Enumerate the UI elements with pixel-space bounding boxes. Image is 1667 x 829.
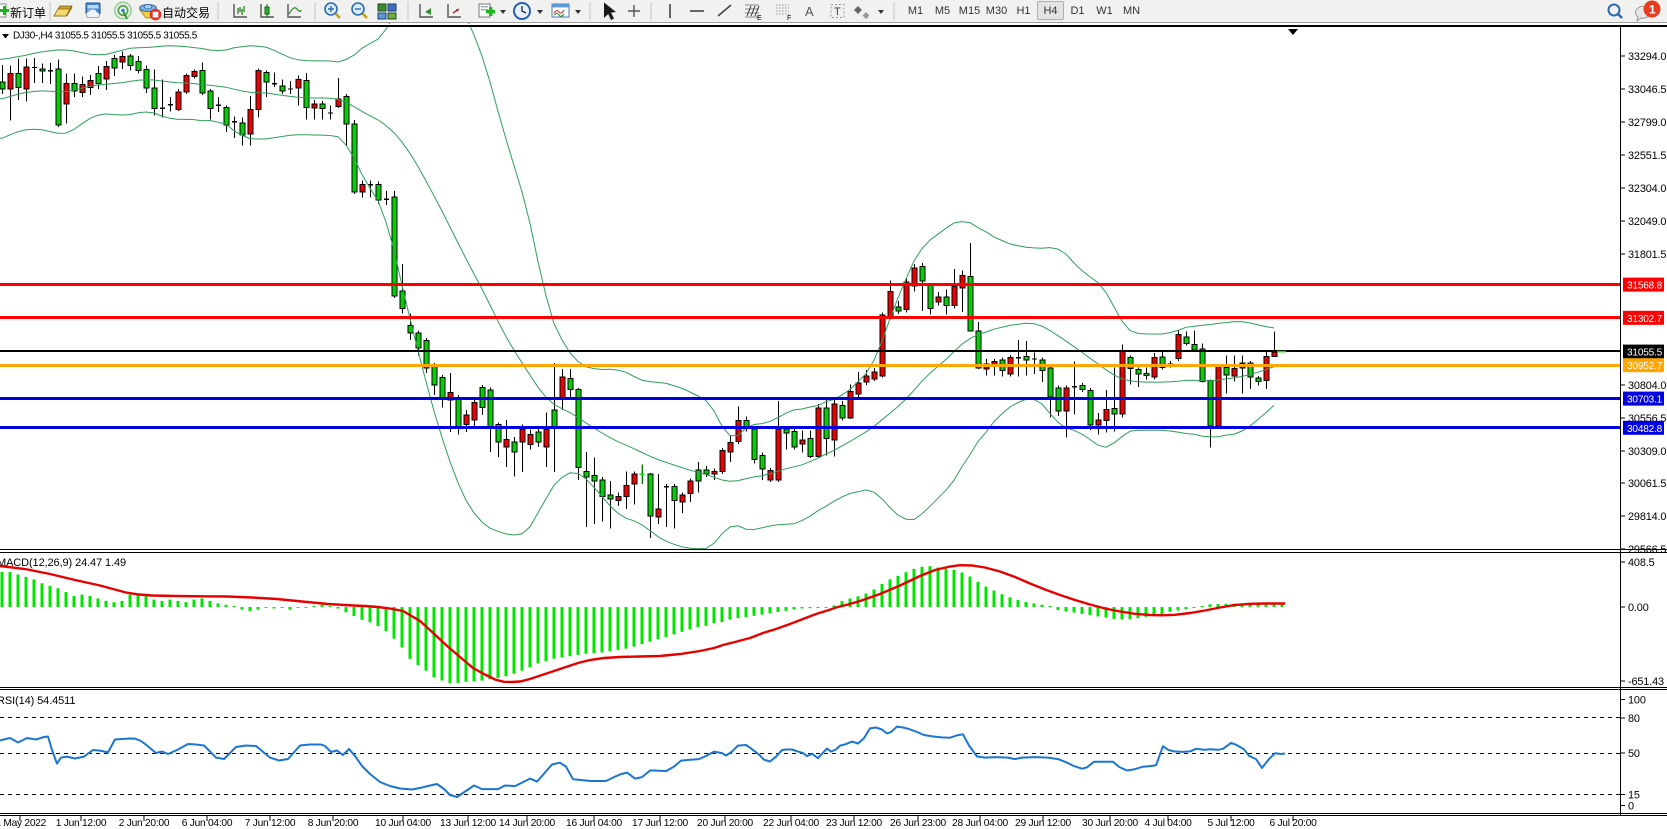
svg-text:F: F	[787, 15, 791, 22]
svg-text:10 Jun 04:00: 10 Jun 04:00	[375, 818, 431, 829]
svg-text:26 Jun 23:00: 26 Jun 23:00	[890, 818, 946, 829]
svg-text:4 Jul 04:00: 4 Jul 04:00	[1144, 818, 1192, 829]
svg-text:30952.7: 30952.7	[1627, 361, 1663, 372]
svg-text:13 Jun 12:00: 13 Jun 12:00	[440, 818, 496, 829]
svg-text:17 Jun 12:00: 17 Jun 12:00	[632, 818, 688, 829]
svg-text:29566.5: 29566.5	[1628, 544, 1666, 556]
svg-text:32551.5: 32551.5	[1628, 150, 1666, 162]
svg-text:29 Jun 12:00: 29 Jun 12:00	[1015, 818, 1071, 829]
svg-text:1 Jun 12:00: 1 Jun 12:00	[56, 818, 107, 829]
svg-text:15: 15	[1628, 790, 1640, 802]
svg-text:DJ30-,H4 31055.5 31055.5 3105: DJ30-,H4 31055.5 31055.5 31055.5 31055.5	[13, 31, 198, 42]
svg-text:31 May 2022: 31 May 2022	[0, 818, 47, 829]
svg-text:A: A	[805, 4, 814, 19]
svg-text:31302.7: 31302.7	[1627, 314, 1663, 325]
svg-text:30309.0: 30309.0	[1628, 446, 1666, 458]
svg-text:6 Jul 20:00: 6 Jul 20:00	[1269, 818, 1317, 829]
svg-text:2 Jun 20:00: 2 Jun 20:00	[119, 818, 170, 829]
svg-text:-651.43: -651.43	[1628, 676, 1664, 688]
svg-text:5 Jul 12:00: 5 Jul 12:00	[1207, 818, 1255, 829]
svg-text:31568.8: 31568.8	[1627, 281, 1663, 292]
svg-text:E: E	[757, 15, 762, 22]
svg-text:30804.0: 30804.0	[1628, 380, 1666, 392]
svg-text:408.5: 408.5	[1628, 557, 1655, 569]
svg-text:22 Jun 04:00: 22 Jun 04:00	[763, 818, 819, 829]
svg-text:30061.5: 30061.5	[1628, 478, 1666, 490]
svg-text:7 Jun 12:00: 7 Jun 12:00	[245, 818, 296, 829]
svg-text:30703.1: 30703.1	[1627, 395, 1663, 406]
svg-text:31055.5: 31055.5	[1627, 348, 1663, 359]
svg-text:1: 1	[1649, 3, 1656, 17]
svg-text:T: T	[834, 6, 841, 18]
svg-text:31801.5: 31801.5	[1628, 249, 1666, 261]
svg-text:30482.8: 30482.8	[1627, 424, 1663, 435]
svg-text:6 Jun 04:00: 6 Jun 04:00	[182, 818, 233, 829]
svg-text:29814.0: 29814.0	[1628, 511, 1666, 523]
svg-text:32799.0: 32799.0	[1628, 117, 1666, 129]
svg-text:50: 50	[1628, 748, 1640, 760]
svg-text:100: 100	[1628, 695, 1646, 707]
svg-text:32049.0: 32049.0	[1628, 216, 1666, 228]
svg-text:32304.0: 32304.0	[1628, 183, 1666, 195]
svg-text:23 Jun 12:00: 23 Jun 12:00	[826, 818, 882, 829]
svg-text:33046.5: 33046.5	[1628, 84, 1666, 96]
svg-text:8 Jun 20:00: 8 Jun 20:00	[308, 818, 359, 829]
svg-text:80: 80	[1628, 713, 1640, 725]
svg-text:RSI(14) 54.4511: RSI(14) 54.4511	[0, 695, 75, 707]
svg-text:28 Jun 04:00: 28 Jun 04:00	[952, 818, 1008, 829]
svg-text:33294.0: 33294.0	[1628, 51, 1666, 63]
svg-text:14 Jun 20:00: 14 Jun 20:00	[499, 818, 555, 829]
svg-text:16 Jun 04:00: 16 Jun 04:00	[566, 818, 622, 829]
svg-text:MACD(12,26,9) 24.47 1.49: MACD(12,26,9) 24.47 1.49	[0, 557, 126, 569]
svg-text:30 Jun 20:00: 30 Jun 20:00	[1082, 818, 1138, 829]
svg-text:0: 0	[1628, 801, 1634, 813]
svg-text:20 Jun 20:00: 20 Jun 20:00	[697, 818, 753, 829]
svg-text:0.00: 0.00	[1628, 602, 1649, 614]
